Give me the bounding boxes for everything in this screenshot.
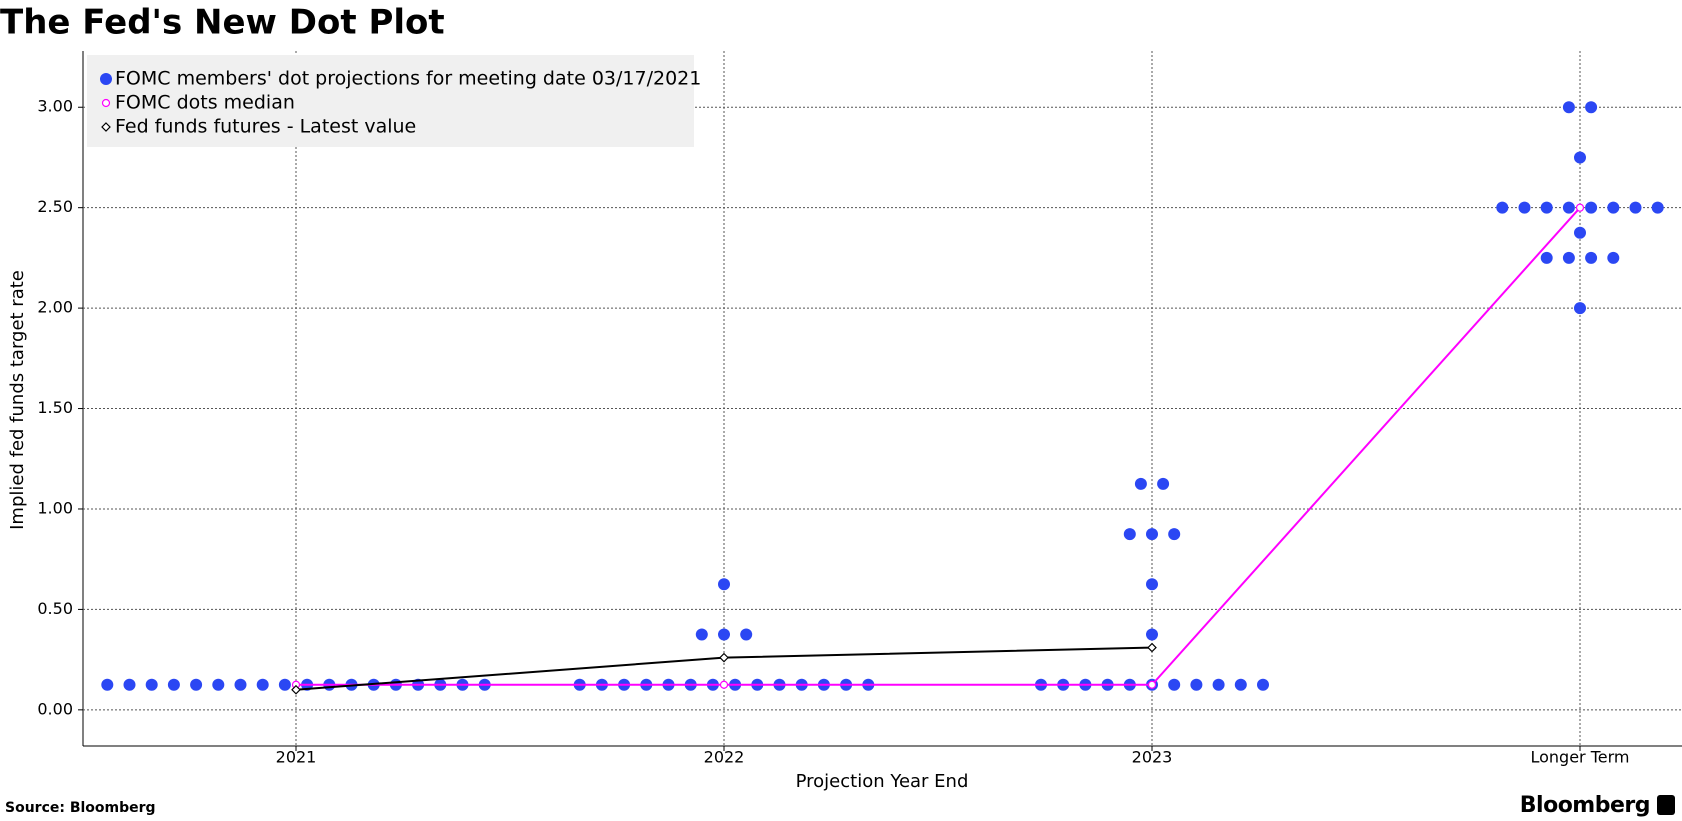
dot-projection xyxy=(718,578,730,591)
legend-label: Fed funds futures - Latest value xyxy=(115,116,416,138)
legend-marker xyxy=(100,73,112,85)
dot-projection xyxy=(1168,678,1181,691)
brand-icon xyxy=(1657,795,1675,815)
dot-projection xyxy=(256,678,269,691)
dot-projection xyxy=(212,678,225,691)
dot-projection xyxy=(1651,201,1664,214)
series-point xyxy=(291,684,301,695)
series-point xyxy=(1147,680,1157,689)
source: Source: Bloomberg xyxy=(5,800,156,816)
dot-projection xyxy=(1157,477,1170,490)
dot-projection xyxy=(1585,101,1598,114)
dot-projection xyxy=(123,678,136,691)
dot-projection xyxy=(1607,201,1620,214)
y-tick-label: 2.00 xyxy=(37,298,73,317)
dot-projection xyxy=(145,678,158,691)
dot-projection xyxy=(190,678,203,691)
dot-projection xyxy=(1146,528,1158,541)
dot-projection xyxy=(1134,477,1147,490)
y-tick-label: 3.00 xyxy=(37,97,73,116)
y-tick-label: 2.50 xyxy=(37,197,73,216)
dot-projection xyxy=(1540,251,1553,264)
dot-projection xyxy=(1585,251,1598,264)
series-point xyxy=(1147,642,1157,653)
series-point xyxy=(719,652,729,663)
dot-projection xyxy=(1190,678,1203,691)
dot-projection xyxy=(1562,251,1575,264)
dot-projection xyxy=(1629,201,1642,214)
dot-projection xyxy=(1257,678,1269,691)
dot-projection xyxy=(101,678,114,691)
legend-marker xyxy=(101,122,111,132)
dot-projection xyxy=(1212,678,1225,691)
legend-marker xyxy=(101,98,111,108)
dot-projection xyxy=(278,678,291,691)
dot-projection xyxy=(1146,628,1158,641)
dot-projection xyxy=(234,678,247,691)
series-point xyxy=(1575,203,1585,212)
dot-projection xyxy=(1574,302,1586,315)
dot-projection xyxy=(1574,151,1586,164)
y-tick-label: 0.00 xyxy=(37,699,73,718)
dot-projection xyxy=(1518,201,1531,214)
y-tick-label: 0.50 xyxy=(37,599,73,618)
x-tick-label: 2022 xyxy=(704,748,745,767)
dot-projection xyxy=(1562,101,1575,114)
y-axis-label: Implied fed funds target rate xyxy=(7,270,28,530)
dot-projection xyxy=(740,628,753,641)
dot-projection xyxy=(1496,201,1509,214)
legend-box xyxy=(87,55,694,147)
dot-projection xyxy=(695,628,708,641)
dot-projection xyxy=(1574,226,1586,239)
dot-projection xyxy=(718,628,730,641)
dot-projection xyxy=(1607,251,1620,264)
brand: Bloomberg xyxy=(1520,793,1650,818)
x-axis-label: Projection Year End xyxy=(796,771,969,792)
series-point xyxy=(719,680,729,689)
dot-projection xyxy=(1540,201,1553,214)
y-tick-label: 1.50 xyxy=(37,398,73,417)
dot-projection xyxy=(1562,201,1575,214)
chart-title: The Fed's New Dot Plot xyxy=(0,3,445,43)
legend-label: FOMC members' dot projections for meetin… xyxy=(115,68,701,90)
dot-projection xyxy=(1585,201,1598,214)
series-line xyxy=(296,207,1581,686)
dot-projection xyxy=(1146,578,1158,591)
dot-projection xyxy=(1234,678,1247,691)
x-tick-label: 2023 xyxy=(1132,748,1173,767)
legend-label: FOMC dots median xyxy=(115,92,295,114)
x-tick-label: Longer Term xyxy=(1530,748,1629,767)
dot-projection xyxy=(167,678,180,691)
y-tick-label: 1.00 xyxy=(37,498,73,517)
dot-projection xyxy=(1168,528,1181,541)
x-tick-label: 2021 xyxy=(276,748,317,767)
dot-projection xyxy=(1123,528,1136,541)
